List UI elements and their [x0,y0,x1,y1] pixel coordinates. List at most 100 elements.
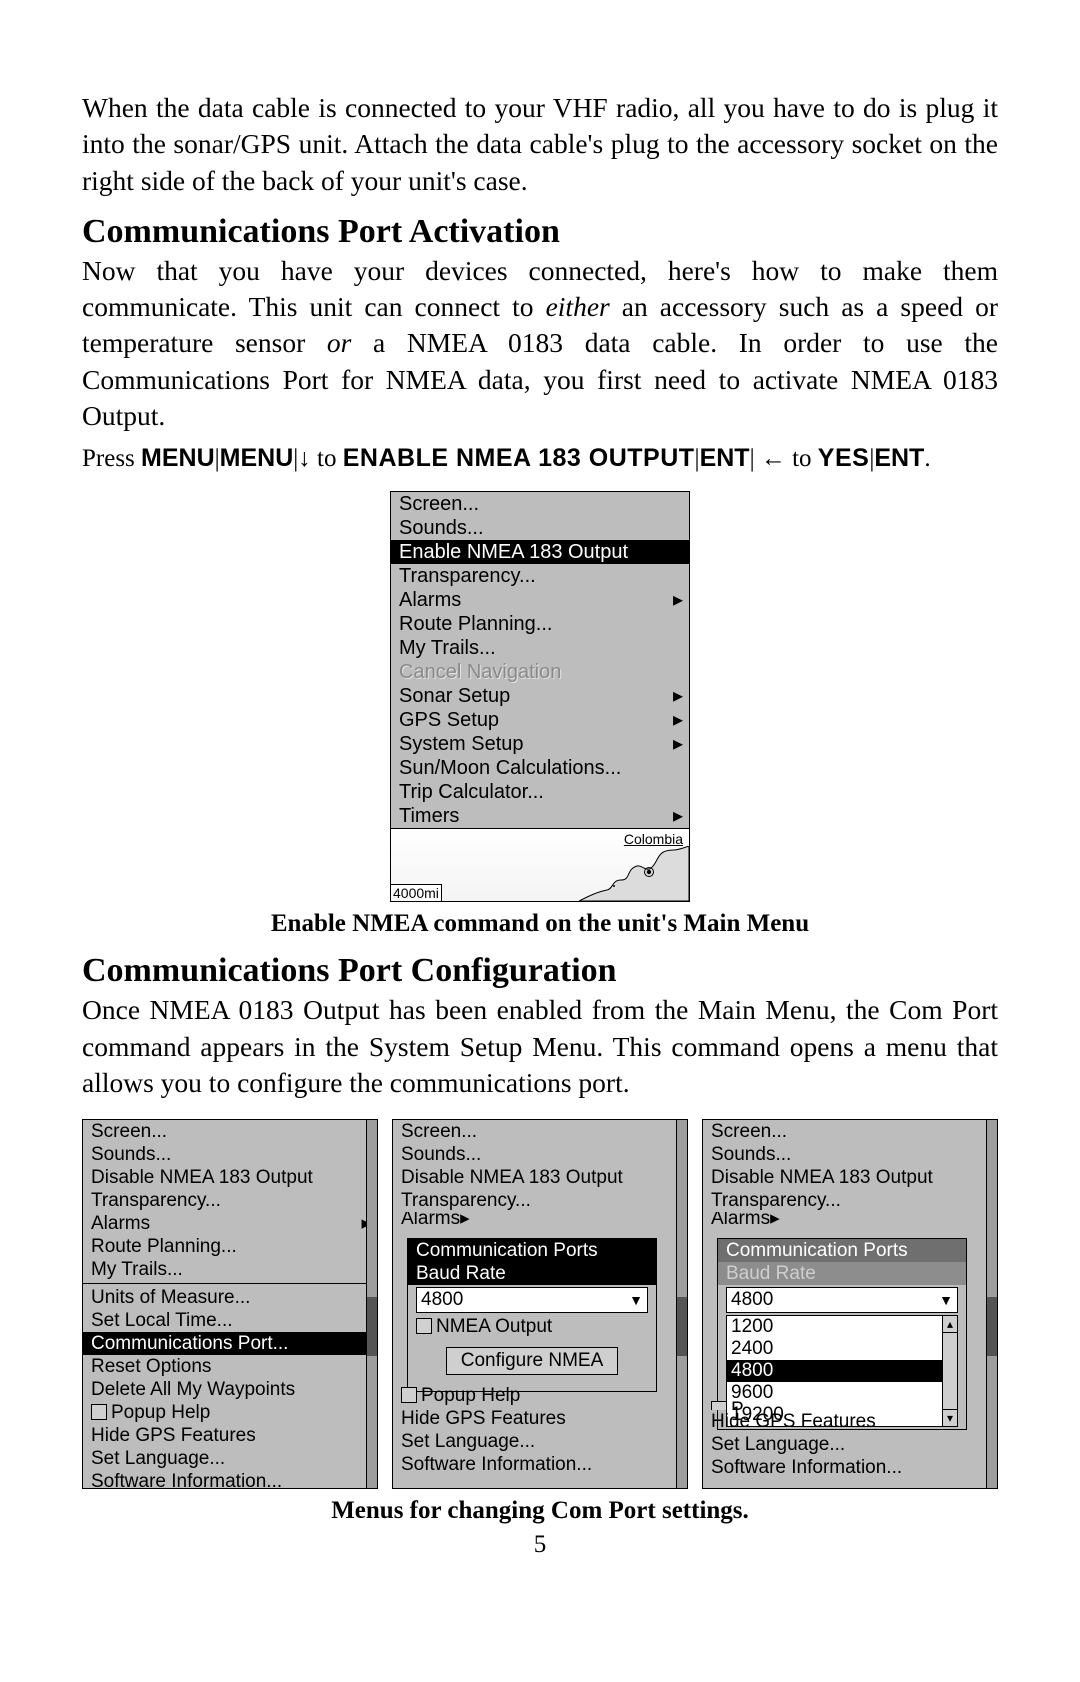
checkbox-label: NMEA Output [436,1316,552,1337]
menu-target: ENABLE NMEA 183 OUTPUT [343,444,695,472]
menu-item[interactable]: Timers▸ [391,804,689,828]
menu-item[interactable]: Set Language... [393,1430,687,1453]
menu-item[interactable]: My Trails... [83,1258,377,1281]
heading-activation: Communications Port Activation [82,213,998,251]
menu-item[interactable]: Sounds... [391,516,689,540]
dropdown-arrow-icon: ▼ [939,1292,953,1308]
baud-rate-label[interactable]: Baud Rate [408,1262,656,1285]
menu-item[interactable]: Sonar Setup▸ [391,684,689,708]
baud-rate-label: Baud Rate [718,1262,966,1285]
menu-item[interactable]: Screen... [703,1120,997,1143]
dropdown-arrow-icon: ▼ [629,1292,643,1308]
submenu-arrow-icon: ▸ [673,588,683,612]
menu-item[interactable]: Set Local Time... [83,1309,377,1332]
menu-item[interactable]: Set Language... [83,1447,377,1470]
menu-item[interactable]: Disable NMEA 183 Output [703,1166,997,1189]
map-scale: 4000mi [391,884,442,901]
menu-item[interactable]: Units of Measure... [83,1286,377,1309]
menu-item-popup-help[interactable]: Popup Help [393,1384,687,1407]
activation-paragraph: Now that you have your devices connected… [82,253,998,434]
menu-item[interactable]: Trip Calculator... [391,780,689,804]
menu-item[interactable]: Screen... [391,492,689,516]
menu-item[interactable]: System Setup▸ [391,732,689,756]
menu-item[interactable]: Software Information... [393,1453,687,1476]
key-menu: MENU [220,444,294,472]
menu-label: Alarms [91,1213,150,1234]
txt: Press [82,445,141,472]
screenshot-system-setup: Screen...Sounds...Disable NMEA 183 Outpu… [82,1119,378,1489]
baud-option[interactable]: 1200 [727,1316,957,1338]
menu-item-comm-port[interactable]: Communications Port... [83,1332,377,1355]
configure-nmea-button[interactable]: Configure NMEA [446,1347,618,1375]
menu-item[interactable]: Transparency... [393,1189,687,1212]
config-screenshots: Screen...Sounds...Disable NMEA 183 Outpu… [82,1119,998,1489]
menu-item[interactable]: Screen... [393,1120,687,1143]
key-ent: ENT [874,444,924,472]
menu-divider [83,1283,377,1284]
menu-item[interactable]: Reset Options [83,1355,377,1378]
heading-configuration: Communications Port Configuration [82,952,998,990]
menu-item[interactable]: Sounds... [703,1143,997,1166]
txt: to [311,445,343,472]
menu-item[interactable]: Sounds... [393,1143,687,1166]
pipe: | [750,445,755,472]
checkbox-icon [711,1401,727,1410]
caption-com-port: Menus for changing Com Port settings. [82,1497,998,1525]
menu-item[interactable]: Sun/Moon Calculations... [391,756,689,780]
scrollbar[interactable] [986,1120,997,1488]
screenshot-comm-ports: Screen...Sounds...Disable NMEA 183 Outpu… [392,1119,688,1489]
menu-item[interactable]: Transparency... [703,1189,997,1212]
scroll-up-icon[interactable]: ▴ [943,1316,957,1333]
submenu-arrow-icon: ▸ [673,684,683,708]
menu-label: Popup Help [111,1402,210,1423]
menu-item[interactable]: Route Planning... [391,612,689,636]
em-or: or [327,327,351,358]
menu-item[interactable]: Hide GPS Features [703,1410,997,1433]
key-ent: ENT [700,444,750,472]
scrollbar[interactable] [366,1120,377,1488]
menu-item[interactable]: Enable NMEA 183 Output [391,540,689,564]
dialog-title: Communication Ports [718,1239,966,1262]
combo-value: 4800 [421,1289,463,1311]
menu-item[interactable]: Route Planning... [83,1235,377,1258]
menu-item[interactable]: Delete All My Waypoints [83,1378,377,1401]
menu-item-popup-help[interactable]: Popup Help [83,1401,377,1424]
submenu-arrow-icon: ▸ [673,804,683,828]
txt: . [924,445,930,472]
left-arrow-icon: ← [761,444,786,472]
menu-item[interactable]: Transparency... [391,564,689,588]
baud-rate-select[interactable]: 4800 ▼ [416,1287,648,1313]
menu-item[interactable]: Software Information... [83,1470,377,1493]
scrollbar[interactable] [676,1120,687,1488]
menu-label: P [731,1399,744,1410]
nmea-output-checkbox[interactable]: NMEA Output [408,1315,656,1339]
menu-item[interactable]: GPS Setup▸ [391,708,689,732]
checkbox-icon[interactable] [91,1404,107,1420]
menu-item[interactable]: Alarms▸ [391,588,689,612]
map-preview: Colombia 4000mi [391,828,689,901]
menu-item[interactable]: Hide GPS Features [83,1424,377,1447]
menu-item[interactable]: Software Information... [703,1456,997,1479]
checkbox-icon[interactable] [416,1318,432,1334]
baud-option[interactable]: 2400 [727,1338,957,1360]
em-either: either [546,291,610,322]
page-number: 5 [82,1531,998,1559]
down-arrow-icon: ↓ [298,444,311,472]
menu-item[interactable]: My Trails... [391,636,689,660]
menu-item[interactable]: Disable NMEA 183 Output [83,1166,377,1189]
menu-item[interactable]: Disable NMEA 183 Output [393,1166,687,1189]
baud-option[interactable]: 4800 [727,1360,957,1382]
checkbox-icon[interactable] [401,1387,417,1403]
intro-paragraph: When the data cable is connected to your… [82,90,998,199]
menu-label: Popup Help [421,1385,520,1406]
menu-item[interactable]: Screen... [83,1120,377,1143]
menu-item[interactable]: Sounds... [83,1143,377,1166]
menu-item: Cancel Navigation [391,660,689,684]
baud-rate-select[interactable]: 4800 ▼ [726,1287,958,1313]
menu-item[interactable]: Hide GPS Features [393,1407,687,1430]
menu-item[interactable]: Transparency... [83,1189,377,1212]
menu-item[interactable]: Set Language... [703,1433,997,1456]
screenshot-baud-dropdown: Screen...Sounds...Disable NMEA 183 Outpu… [702,1119,998,1489]
map-label: Colombia [624,831,683,847]
menu-item[interactable]: Alarms▸ [83,1212,377,1235]
